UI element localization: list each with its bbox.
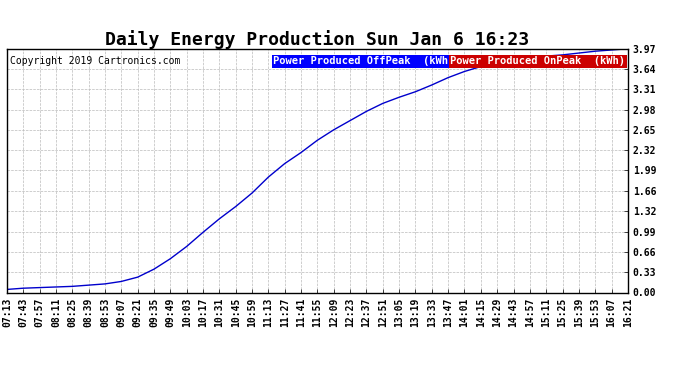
Text: Copyright 2019 Cartronics.com: Copyright 2019 Cartronics.com — [10, 56, 180, 66]
Title: Daily Energy Production Sun Jan 6 16:23: Daily Energy Production Sun Jan 6 16:23 — [106, 30, 529, 49]
Text: Power Produced OnPeak  (kWh): Power Produced OnPeak (kWh) — [451, 56, 625, 66]
Text: Power Produced OffPeak  (kWh): Power Produced OffPeak (kWh) — [273, 56, 455, 66]
